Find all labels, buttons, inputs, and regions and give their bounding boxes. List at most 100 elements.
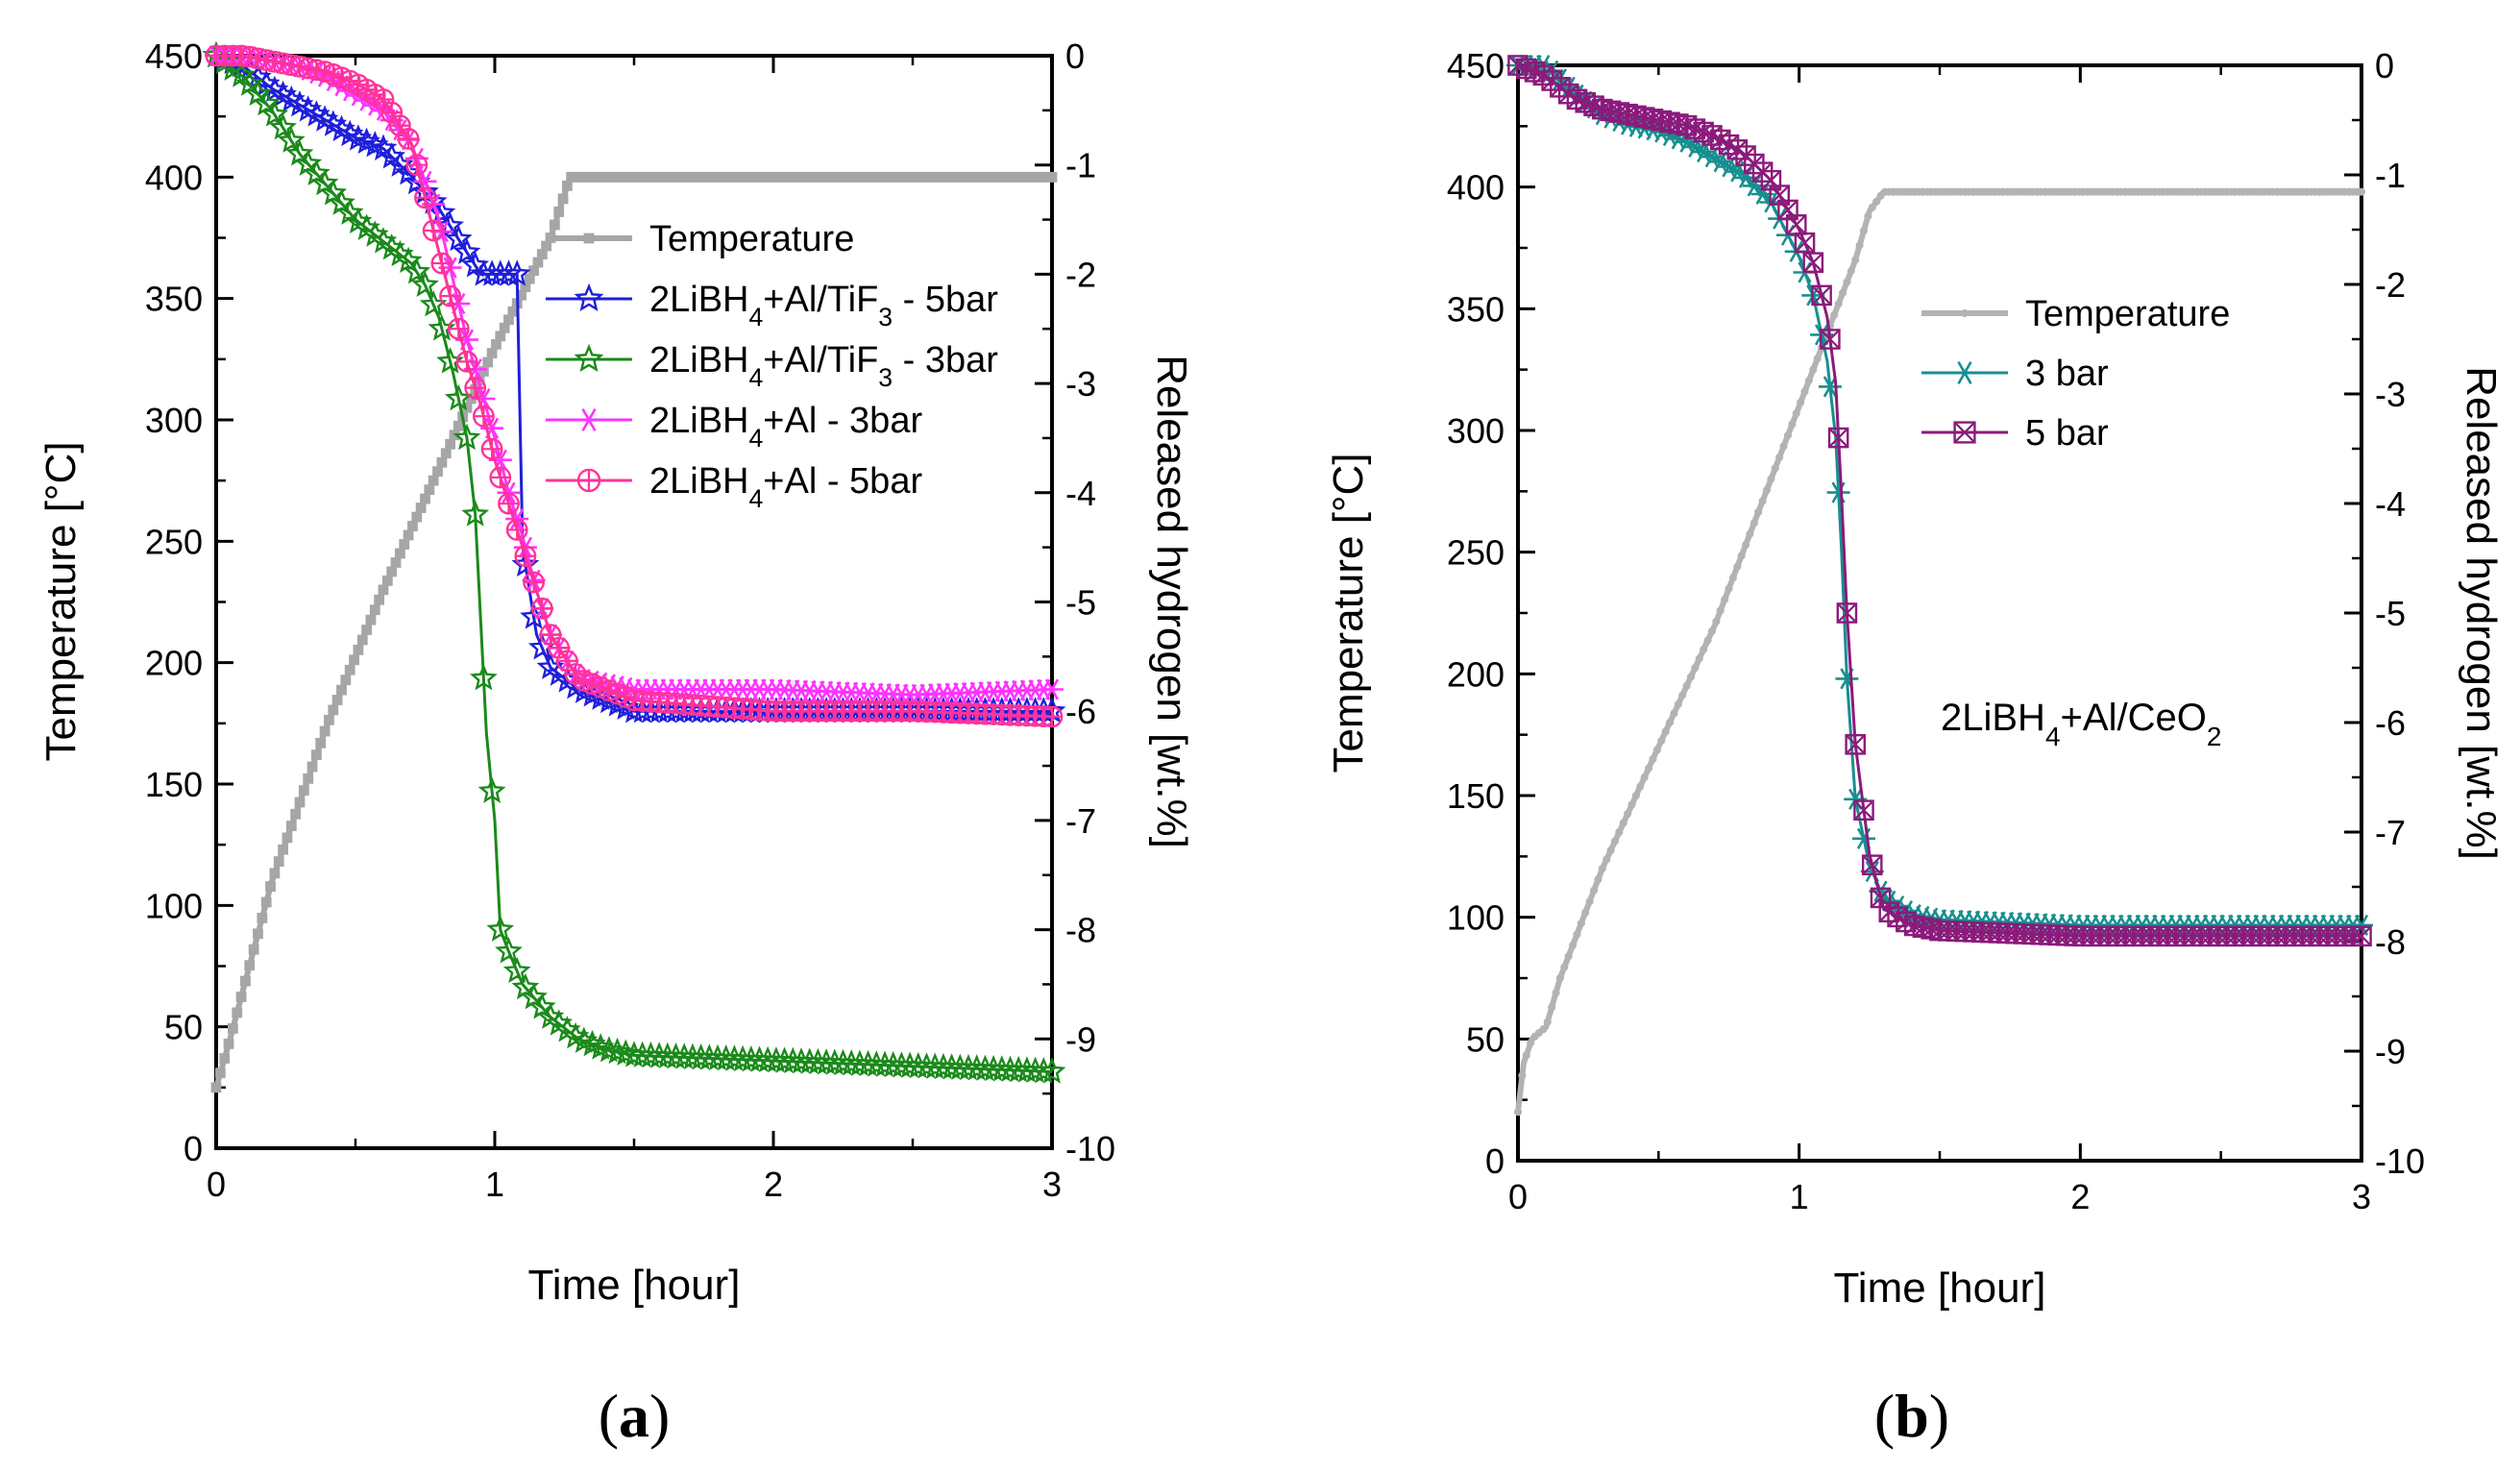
data-point <box>1836 602 1858 624</box>
y-left-tick-label: 200 <box>1447 654 1505 694</box>
data-point <box>498 492 520 515</box>
data-point <box>336 684 347 696</box>
legend-item: 5 bar <box>1921 413 2109 454</box>
data-point <box>290 808 302 820</box>
series-line <box>215 54 1052 713</box>
data-point <box>439 284 461 307</box>
y-axis-right-label-b: Released hydrogen [wt.%] <box>2458 366 2505 860</box>
series-line <box>1517 63 2361 938</box>
data-point <box>1649 754 1657 764</box>
data-point <box>1853 799 1874 821</box>
legend-swatch-marker <box>574 343 604 372</box>
data-point <box>1543 1018 1552 1026</box>
y-right-tick-label: -1 <box>2375 156 2406 195</box>
data-point <box>1767 475 1775 483</box>
data-point <box>260 100 289 127</box>
data-point <box>461 402 473 413</box>
data-point <box>507 306 519 317</box>
data-point <box>1652 746 1661 754</box>
data-point <box>1627 800 1636 809</box>
x-axis-label-a: Time [hour] <box>528 1262 741 1309</box>
data-point <box>472 405 495 428</box>
data-point <box>344 664 355 675</box>
data-point <box>397 128 420 150</box>
data-point <box>405 154 428 177</box>
data-point <box>1855 241 1864 250</box>
data-point <box>1742 541 1750 550</box>
data-point <box>1820 329 1841 350</box>
data-point <box>1834 300 1843 308</box>
data-point <box>235 992 247 1002</box>
x-tick-label: 1 <box>485 1165 504 1204</box>
y-right-tick-label: -6 <box>1065 692 1096 731</box>
data-point <box>414 186 436 209</box>
chart-panel-b: 0 1 2 3 0 50 100 150 200 250 300 350 400 450 0 -1 -2 -3 -4… <box>1325 46 2505 1450</box>
data-point <box>570 1026 599 1053</box>
data-point <box>319 725 330 737</box>
data-point <box>499 322 510 333</box>
data-point <box>440 448 452 459</box>
data-point <box>528 265 539 277</box>
data-point <box>253 928 263 940</box>
data-point <box>277 126 306 153</box>
data-point <box>344 124 373 151</box>
data-point <box>303 773 314 784</box>
data-point <box>1598 864 1606 873</box>
y-left-tick-label: 100 <box>145 886 203 925</box>
legend-swatch-marker <box>1953 421 1976 444</box>
data-point <box>1859 227 1869 235</box>
legend-label: 2LiBH4+Al - 5bar <box>649 461 922 513</box>
data-point <box>395 548 405 559</box>
legend-item: 2LiBH4+Al/TiF3 - 5bar <box>546 280 998 331</box>
data-point <box>1788 420 1797 429</box>
data-point <box>415 503 427 513</box>
data-point <box>1040 678 1064 700</box>
data-point <box>1843 278 1851 286</box>
data-point <box>465 393 477 405</box>
data-point <box>1539 1025 1548 1034</box>
data-point <box>502 956 531 984</box>
legend-item: 3 bar <box>1921 354 2109 394</box>
data-point <box>335 119 364 147</box>
data-point <box>1569 941 1578 949</box>
data-point <box>1712 617 1721 626</box>
data-point <box>1700 645 1708 654</box>
data-point <box>523 571 545 594</box>
x-tick-label: 2 <box>764 1165 783 1204</box>
data-point <box>1636 782 1645 791</box>
data-point <box>562 180 573 191</box>
data-point <box>1868 203 1876 211</box>
data-point <box>340 675 352 686</box>
data-point <box>557 193 569 205</box>
data-point <box>232 1007 243 1018</box>
data-point <box>1581 908 1590 917</box>
data-point <box>257 912 268 923</box>
data-point <box>1560 963 1569 971</box>
data-point <box>2351 925 2372 947</box>
series-1-1 <box>1506 54 2373 936</box>
data-point <box>549 219 560 231</box>
data-point <box>1762 486 1772 495</box>
legend-swatch-marker <box>574 282 604 311</box>
y-right-tick-label: -9 <box>1065 1019 1096 1059</box>
data-point <box>420 493 430 504</box>
data-point <box>378 584 389 596</box>
data-point <box>603 1037 631 1065</box>
data-point <box>453 420 464 431</box>
chart-annotation-b: 2LiBH4+Al/CeO2 <box>1941 697 2221 751</box>
data-point <box>315 737 327 748</box>
data-point <box>495 937 523 964</box>
data-point <box>430 252 453 275</box>
legend-item: Temperature <box>1921 294 2230 334</box>
data-point <box>369 604 380 616</box>
y-right-tick-label: -4 <box>1065 474 1096 513</box>
data-point <box>390 557 402 568</box>
y-right-tick-label: -5 <box>1065 583 1096 623</box>
data-point <box>228 1022 238 1034</box>
y-left-tick-label: 450 <box>145 37 203 76</box>
data-point <box>611 1039 640 1066</box>
series-0-4 <box>205 44 1064 728</box>
data-point <box>1615 827 1624 837</box>
data-point <box>403 529 414 541</box>
data-point <box>281 832 293 844</box>
